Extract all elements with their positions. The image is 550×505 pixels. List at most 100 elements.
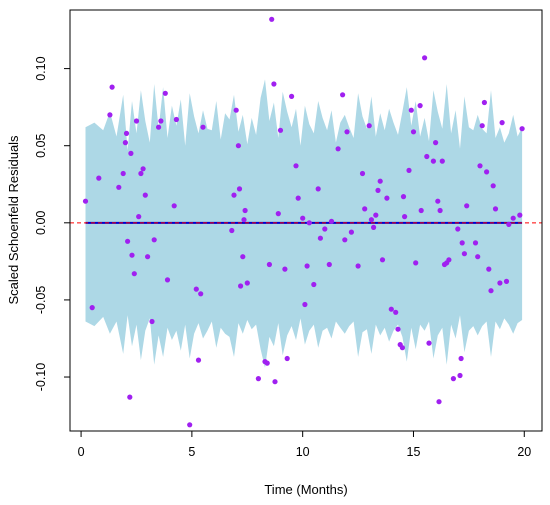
residual-point-71 — [348, 229, 354, 235]
residual-point-16 — [138, 170, 144, 177]
residual-point-37 — [236, 186, 243, 192]
residual-point-97 — [424, 153, 430, 160]
residual-point-32 — [200, 124, 206, 130]
residual-point-101 — [435, 198, 441, 204]
residual-point-20 — [149, 318, 155, 325]
residual-point-14 — [133, 118, 140, 124]
residual-point-27 — [173, 116, 179, 123]
y-tick-label-3: 0.05 — [34, 134, 48, 158]
residual-point-122 — [488, 288, 494, 294]
residual-point-49 — [272, 379, 278, 385]
residual-point-127 — [503, 278, 510, 284]
residual-points-layer — [82, 16, 525, 428]
residual-point-59 — [304, 263, 310, 269]
x-tick-label-4: 20 — [517, 445, 531, 459]
residual-point-25 — [164, 277, 171, 283]
x-tick-label-3: 15 — [407, 445, 421, 459]
residual-point-84 — [393, 309, 399, 315]
residual-point-68 — [340, 92, 346, 98]
residual-point-85 — [395, 326, 401, 332]
y-tick-label-0: -0.10 — [34, 363, 48, 392]
residual-point-56 — [295, 195, 301, 201]
residual-point-55 — [293, 163, 299, 169]
residual-point-92 — [410, 129, 417, 135]
residual-point-121 — [486, 266, 492, 272]
residual-point-100 — [433, 140, 439, 146]
residual-point-69 — [342, 237, 348, 243]
x-tick-label-1: 5 — [188, 445, 195, 459]
residual-point-67 — [335, 146, 341, 152]
residual-point-36 — [235, 143, 241, 149]
residual-point-22 — [156, 124, 162, 130]
residual-point-26 — [171, 203, 177, 209]
residual-point-70 — [344, 129, 350, 135]
residual-point-28 — [187, 422, 193, 428]
residual-point-48 — [271, 81, 277, 87]
residual-point-120 — [484, 169, 490, 175]
residual-point-11 — [128, 150, 134, 156]
residual-point-40 — [241, 217, 247, 223]
residual-point-107 — [446, 257, 452, 263]
residual-point-83 — [388, 306, 394, 312]
residual-point-65 — [326, 261, 332, 268]
residual-point-102 — [436, 399, 442, 405]
residual-point-114 — [464, 203, 470, 209]
residual-point-45 — [264, 360, 270, 366]
residual-point-5 — [116, 184, 122, 190]
residual-point-88 — [400, 194, 407, 200]
residual-point-35 — [233, 107, 239, 113]
residual-point-131 — [519, 126, 525, 132]
residual-point-4 — [109, 84, 115, 90]
residual-point-123 — [490, 183, 496, 189]
residual-point-103 — [437, 207, 443, 214]
residual-point-21 — [151, 237, 157, 243]
residual-point-96 — [422, 55, 428, 61]
residual-point-79 — [375, 187, 381, 193]
residual-point-76 — [368, 217, 374, 223]
residual-point-95 — [418, 207, 424, 214]
residual-point-73 — [359, 170, 366, 177]
residual-point-58 — [302, 301, 308, 308]
residual-point-126 — [499, 120, 505, 126]
plot-frame — [69, 9, 543, 432]
residual-point-12 — [129, 252, 135, 258]
residual-point-30 — [195, 357, 202, 363]
residual-point-93 — [413, 260, 419, 266]
residual-point-19 — [145, 254, 151, 260]
residual-point-33 — [229, 227, 235, 234]
residual-point-89 — [402, 214, 408, 220]
residual-point-129 — [510, 215, 516, 221]
residual-point-113 — [461, 251, 467, 257]
residual-point-119 — [481, 99, 487, 106]
residual-point-111 — [458, 355, 464, 362]
residual-point-47 — [269, 16, 275, 22]
residual-point-125 — [497, 280, 503, 286]
residual-point-54 — [289, 93, 295, 99]
residual-point-7 — [122, 140, 128, 146]
residual-point-77 — [371, 224, 377, 230]
residual-point-8 — [123, 130, 130, 136]
residual-point-104 — [439, 158, 445, 164]
residual-point-80 — [377, 178, 383, 184]
residual-point-60 — [306, 220, 312, 226]
residual-point-13 — [131, 271, 137, 277]
residual-point-99 — [430, 158, 436, 164]
residual-point-17 — [140, 166, 146, 172]
residual-point-82 — [384, 195, 390, 201]
residual-point-94 — [417, 103, 423, 109]
residual-point-29 — [193, 286, 199, 292]
residual-point-0 — [82, 198, 89, 204]
residual-point-128 — [506, 221, 512, 227]
residual-point-112 — [459, 240, 465, 246]
residual-point-46 — [266, 261, 272, 268]
residual-point-130 — [517, 212, 523, 218]
residual-point-81 — [379, 257, 386, 263]
residual-point-52 — [282, 266, 288, 272]
residual-point-87 — [399, 345, 405, 351]
residual-point-23 — [158, 118, 164, 124]
x-axis: 0 5 10 15 20 — [78, 431, 531, 459]
residual-point-53 — [284, 355, 290, 362]
residual-point-74 — [362, 206, 368, 212]
x-axis-title: Time (Months) — [264, 482, 347, 497]
